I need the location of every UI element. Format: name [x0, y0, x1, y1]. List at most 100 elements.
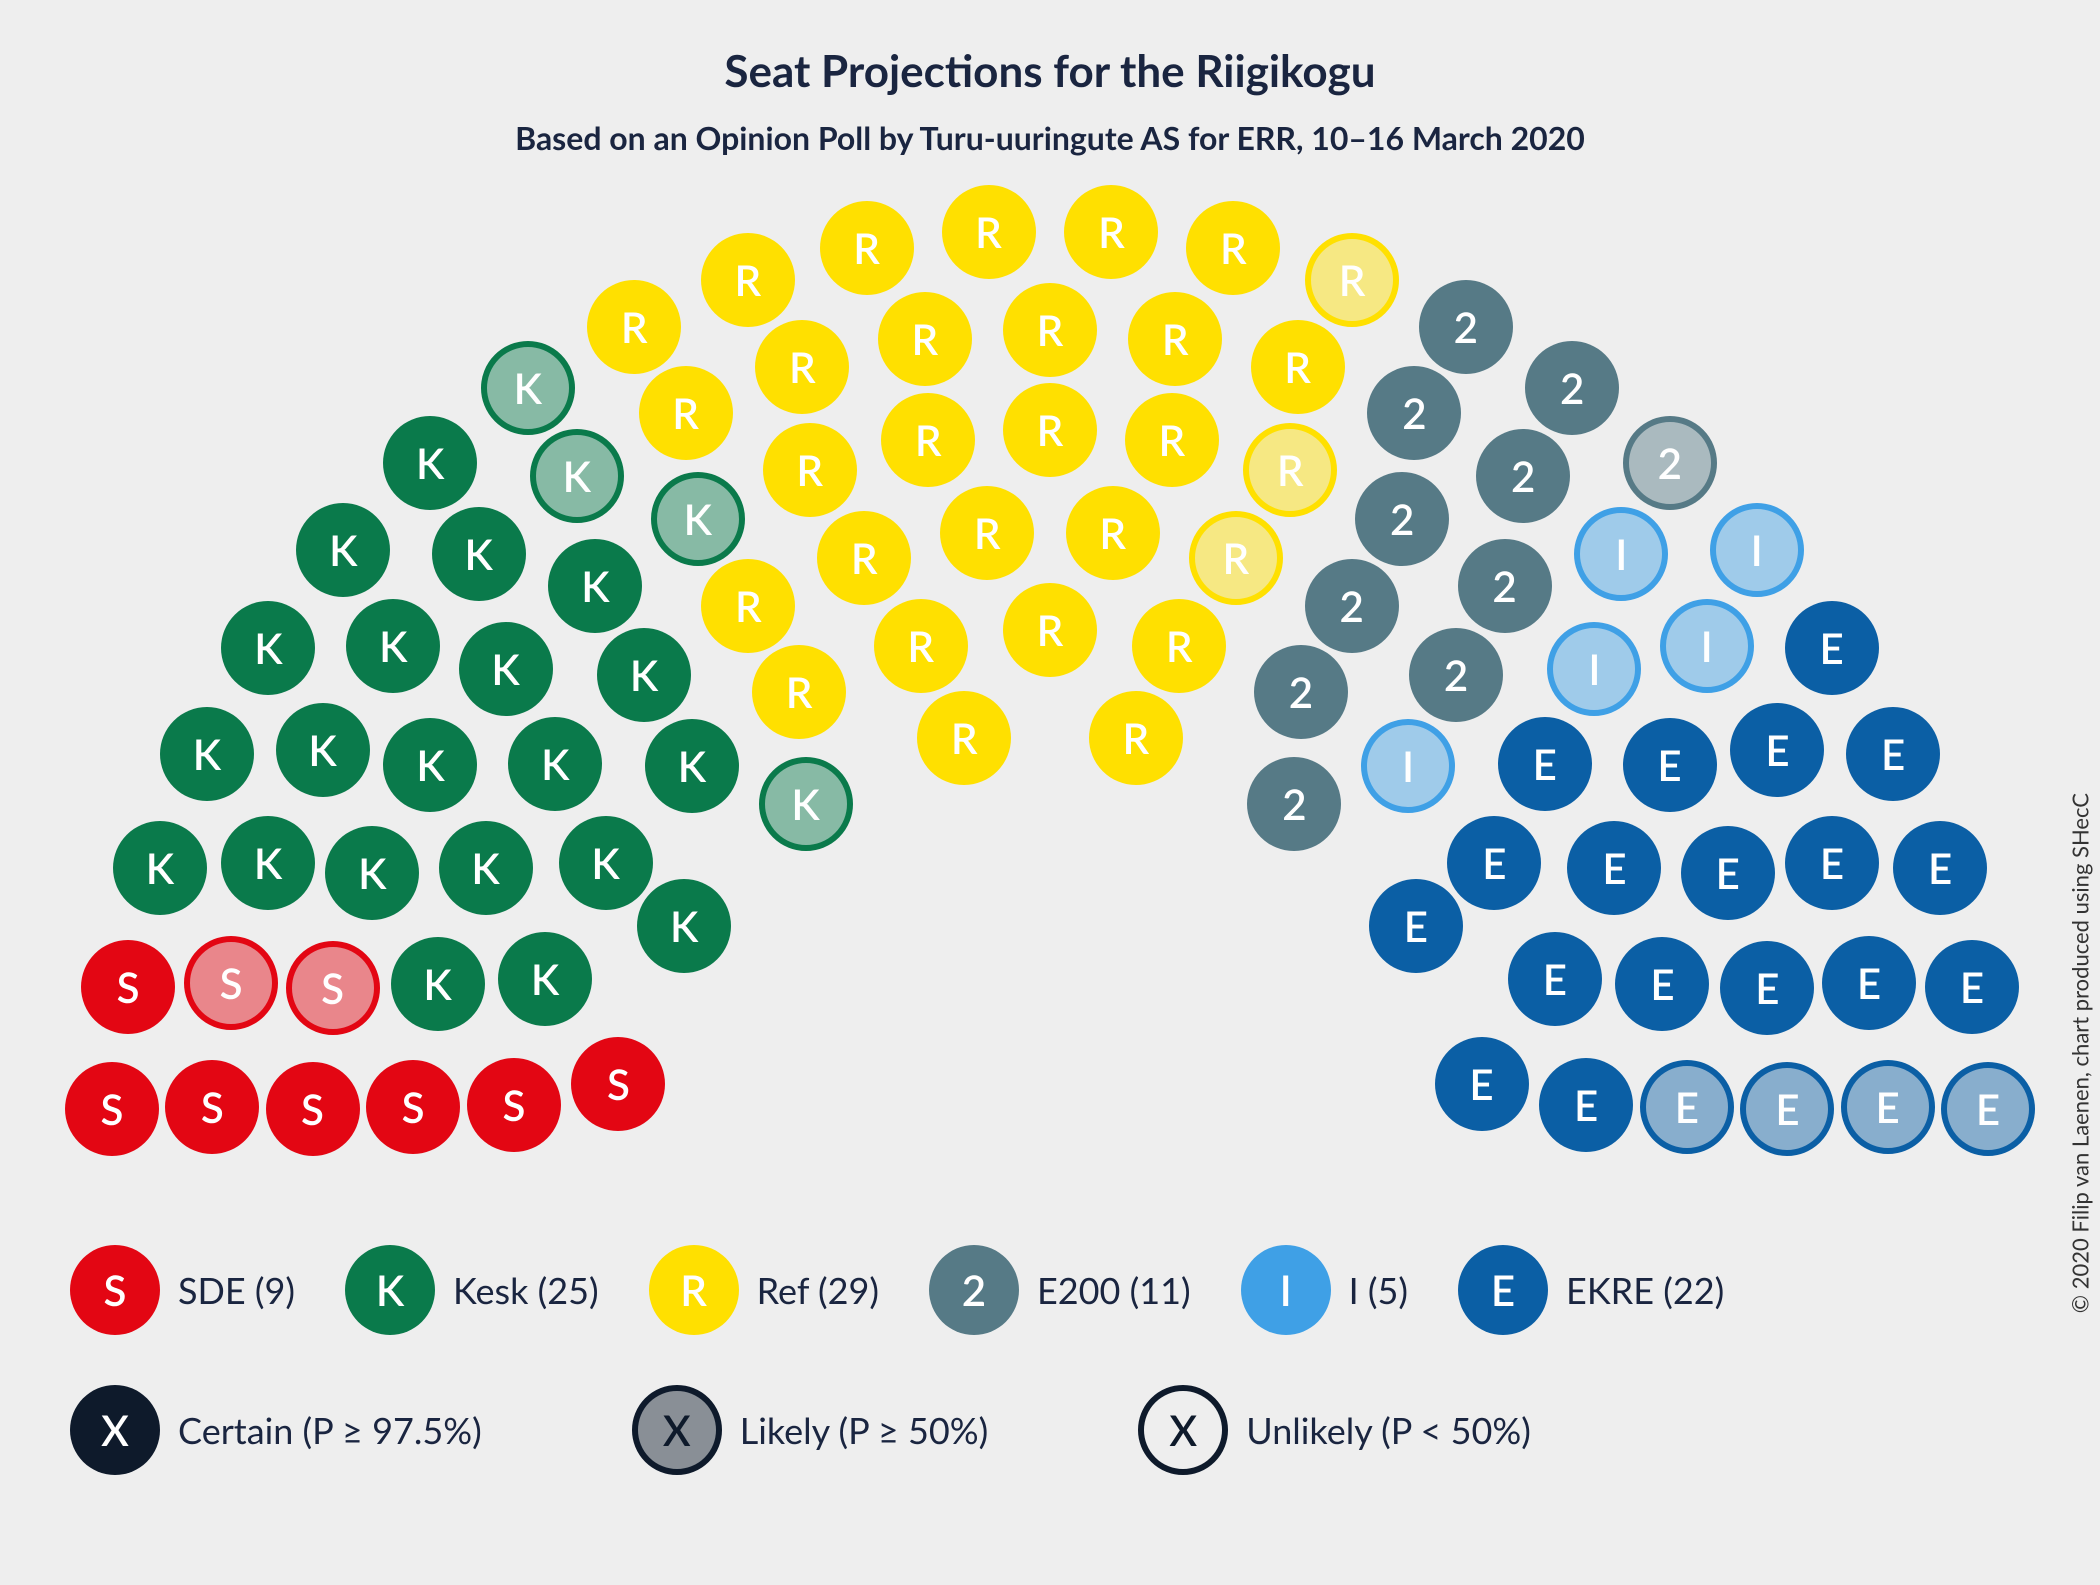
seat: S — [165, 1060, 259, 1154]
seat: 2 — [1305, 559, 1399, 653]
legend-label: EKRE (22) — [1566, 1268, 1724, 1312]
seat: R — [1003, 583, 1097, 677]
seat: E — [1539, 1058, 1633, 1152]
seat: K — [296, 503, 390, 597]
seat: E — [1730, 703, 1824, 797]
seat: K — [432, 507, 526, 601]
seat: R — [587, 280, 681, 374]
seat: 2 — [1254, 645, 1348, 739]
seat: E — [1567, 821, 1661, 915]
legend-dot: X — [1138, 1385, 1228, 1475]
seat: 2 — [1476, 429, 1570, 523]
seat: K — [559, 816, 653, 910]
seat: E — [1435, 1037, 1529, 1131]
seat: K — [439, 821, 533, 915]
seat: 2 — [1367, 366, 1461, 460]
seat: K — [530, 429, 624, 523]
seat: S — [571, 1037, 665, 1131]
seat: 2 — [1247, 757, 1341, 851]
seat: R — [940, 486, 1034, 580]
seat: I — [1547, 622, 1641, 716]
seat: R — [701, 233, 795, 327]
seat: E — [1640, 1060, 1734, 1154]
seat: R — [881, 393, 975, 487]
seat: 2 — [1458, 539, 1552, 633]
seat: K — [221, 601, 315, 695]
seat: K — [221, 816, 315, 910]
legend-label: Kesk (25) — [453, 1268, 599, 1312]
seat: R — [1305, 233, 1399, 327]
seat: K — [113, 821, 207, 915]
legend-dot: X — [632, 1385, 722, 1475]
legend: SSDE (9)KKesk (25)RRef (29)2E200 (11)II … — [70, 1245, 2030, 1475]
seat: K — [325, 826, 419, 920]
seat: R — [1128, 292, 1222, 386]
seat: R — [752, 645, 846, 739]
seat: R — [1089, 691, 1183, 785]
legend-label: SDE (9) — [178, 1268, 295, 1312]
seat: S — [184, 936, 278, 1030]
seat: R — [942, 185, 1036, 279]
seat: K — [759, 757, 853, 851]
legend-label: I (5) — [1349, 1268, 1408, 1312]
legend-item-certain: X Certain (P ≥ 97.5%) — [70, 1385, 482, 1475]
legend-item-sde: S SDE (9) — [70, 1245, 295, 1335]
seat: S — [366, 1060, 460, 1154]
seat: K — [459, 622, 553, 716]
seat: S — [286, 941, 380, 1035]
legend-label: E200 (11) — [1037, 1268, 1191, 1312]
seat: R — [1189, 511, 1283, 605]
seat: I — [1660, 599, 1754, 693]
seat: I — [1710, 503, 1804, 597]
seat: K — [383, 416, 477, 510]
legend-item-kesk: K Kesk (25) — [345, 1245, 599, 1335]
seat: E — [1925, 940, 2019, 1034]
seat: 2 — [1623, 416, 1717, 510]
legend-item-e200: 2 E200 (11) — [929, 1245, 1191, 1335]
seat: E — [1623, 718, 1717, 812]
legend-label: Unlikely (P < 50%) — [1246, 1408, 1531, 1452]
legend-item-likely: X Likely (P ≥ 50%) — [632, 1385, 989, 1475]
legend-label: Likely (P ≥ 50%) — [740, 1408, 989, 1452]
legend-label: Certain (P ≥ 97.5%) — [178, 1408, 482, 1452]
seat: R — [1132, 599, 1226, 693]
seat: E — [1822, 936, 1916, 1030]
seat: R — [817, 511, 911, 605]
legend-dot: K — [345, 1245, 435, 1335]
legend-dot: E — [1458, 1245, 1548, 1335]
party-legend-row: SSDE (9)KKesk (25)RRef (29)2E200 (11)II … — [70, 1245, 2030, 1335]
seat: E — [1720, 941, 1814, 1035]
seat: K — [645, 719, 739, 813]
seat: K — [651, 472, 745, 566]
seat: 2 — [1409, 628, 1503, 722]
seat: R — [701, 559, 795, 653]
seat: R — [1003, 383, 1097, 477]
legend-label: Ref (29) — [757, 1268, 879, 1312]
seat: 2 — [1525, 341, 1619, 435]
seat: R — [1251, 320, 1345, 414]
seat: R — [820, 201, 914, 295]
seat: K — [346, 599, 440, 693]
seat: R — [878, 292, 972, 386]
seat: R — [874, 599, 968, 693]
seat: E — [1846, 707, 1940, 801]
chart-page: Seat Projections for the Riigikogu Based… — [0, 0, 2100, 1585]
seat: 2 — [1419, 280, 1513, 374]
seat: R — [755, 320, 849, 414]
seat: R — [1064, 185, 1158, 279]
seat: K — [276, 703, 370, 797]
legend-dot: 2 — [929, 1245, 1019, 1335]
legend-item-unlikely: X Unlikely (P < 50%) — [1138, 1385, 1531, 1475]
seat: I — [1574, 507, 1668, 601]
legend-item-ref: R Ref (29) — [649, 1245, 879, 1335]
seat: R — [763, 423, 857, 517]
seat: R — [1003, 283, 1097, 377]
seat: K — [597, 628, 691, 722]
probability-legend-row: X Certain (P ≥ 97.5%) X Likely (P ≥ 50%) X Un… — [70, 1385, 2030, 1475]
seat: K — [508, 717, 602, 811]
legend-dot: R — [649, 1245, 739, 1335]
seat: R — [1125, 393, 1219, 487]
legend-dot: S — [70, 1245, 160, 1335]
seat: I — [1361, 719, 1455, 813]
legend-dot: X — [70, 1385, 160, 1475]
